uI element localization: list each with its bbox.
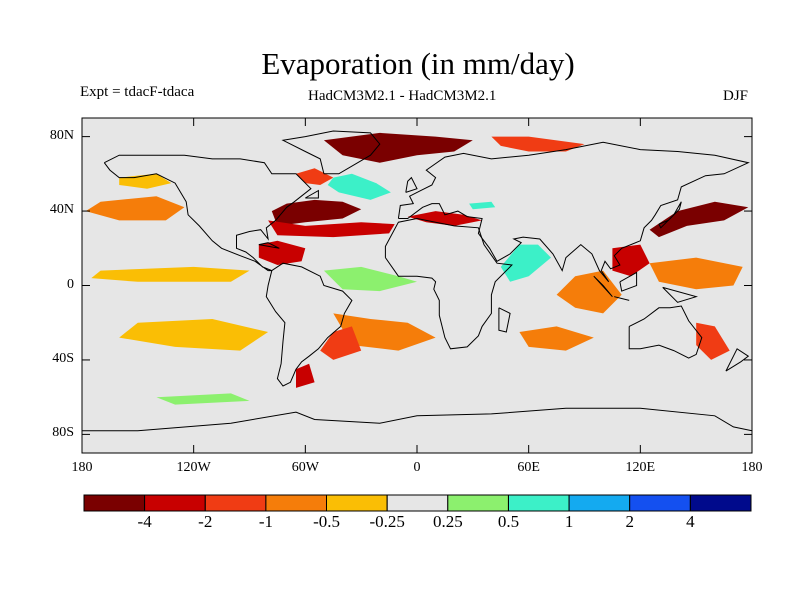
lon-tick-label: 0 xyxy=(413,460,421,475)
region-labrador-margin xyxy=(296,168,334,185)
coastline xyxy=(305,189,319,199)
region-brazil-current xyxy=(320,326,362,360)
lat-tick-label: 80S xyxy=(52,425,74,441)
region-black-sea xyxy=(469,201,496,210)
lat-tick-label: 40S xyxy=(52,350,74,366)
colorbar-bin xyxy=(204,494,267,512)
colorbar-bin xyxy=(144,494,206,512)
colorbar-bin xyxy=(386,494,449,512)
colorbar-bin xyxy=(326,494,388,512)
colorbar-label: -0.5 xyxy=(313,512,340,531)
region-south-china-sea xyxy=(612,244,650,277)
chart-title: Evaporation (in mm/day) xyxy=(261,46,575,81)
coastline xyxy=(281,130,381,175)
lat-tick-label: 80N xyxy=(49,127,74,143)
region-tropical-atlantic xyxy=(323,266,417,292)
lon-tick-label: 60W xyxy=(291,460,319,475)
lat-tick-label: 40N xyxy=(49,202,74,218)
colorbar-label: 0.5 xyxy=(497,512,520,531)
region-gulf-stream-core xyxy=(271,199,362,226)
coastline xyxy=(258,242,280,249)
coastline xyxy=(265,262,353,387)
coastline xyxy=(405,176,418,193)
region-southern-ocean-green xyxy=(156,393,250,405)
colorbar-label: -2 xyxy=(198,512,213,531)
coastline xyxy=(614,296,630,301)
lon-tick-label: 120W xyxy=(176,460,211,475)
lat-tick-label: 0 xyxy=(67,276,74,292)
lon-tick-label: 120E xyxy=(625,460,656,475)
coastline xyxy=(725,348,750,372)
region-ne-pacific xyxy=(85,196,185,221)
models-label: HadCM3M2.1 - HadCM3M2.1 xyxy=(308,88,497,104)
region-australia-east xyxy=(696,322,730,360)
coastline xyxy=(628,305,703,359)
region-arabian-sea xyxy=(500,244,551,282)
region-north-atlantic-cooling xyxy=(327,173,391,200)
coastline xyxy=(662,286,698,303)
colorbar-label: -0.25 xyxy=(369,512,405,531)
coastline xyxy=(619,271,638,292)
region-south-pacific xyxy=(119,319,269,351)
season-label: DJF xyxy=(723,88,749,104)
coastline xyxy=(658,201,682,229)
lon-tick-label: 180 xyxy=(741,460,763,475)
colorbar-bin xyxy=(83,494,146,512)
region-subtropical-atlantic-band xyxy=(268,220,395,238)
colorbar-bin xyxy=(447,494,509,512)
coastline xyxy=(593,275,613,298)
colorbar-label: -4 xyxy=(137,512,152,531)
colorbar-bin xyxy=(568,494,631,512)
region-barents-kara xyxy=(491,136,585,152)
colorbar-bin xyxy=(508,494,570,512)
colorbar-bin xyxy=(629,494,691,512)
lon-tick-label: 180 xyxy=(71,460,93,475)
region-west-pacific xyxy=(649,257,743,290)
region-patagonia-shelf xyxy=(296,363,315,388)
region-southern-indian xyxy=(519,326,594,351)
colorbar-label: -1 xyxy=(258,512,273,531)
region-south-atlantic xyxy=(333,313,436,351)
colorbar-label: 4 xyxy=(686,512,695,531)
region-indian-ocean-east xyxy=(556,270,622,314)
colorbar-bin xyxy=(689,494,752,512)
coastline xyxy=(498,307,511,333)
region-kuroshio xyxy=(649,201,749,238)
region-nordic-seas xyxy=(323,132,473,163)
colorbar-label: 1 xyxy=(564,512,574,531)
experiment-label: Expt = tdacF-tdaca xyxy=(80,84,195,100)
coastline xyxy=(82,407,752,432)
coastline xyxy=(384,217,513,350)
coastline xyxy=(103,154,312,272)
region-east-pacific-band xyxy=(91,266,250,282)
colorbar-bin xyxy=(265,494,327,512)
lon-tick-label: 60E xyxy=(517,460,540,475)
colorbar-label: 0.25 xyxy=(432,512,463,531)
colorbar-label: 2 xyxy=(625,512,634,531)
